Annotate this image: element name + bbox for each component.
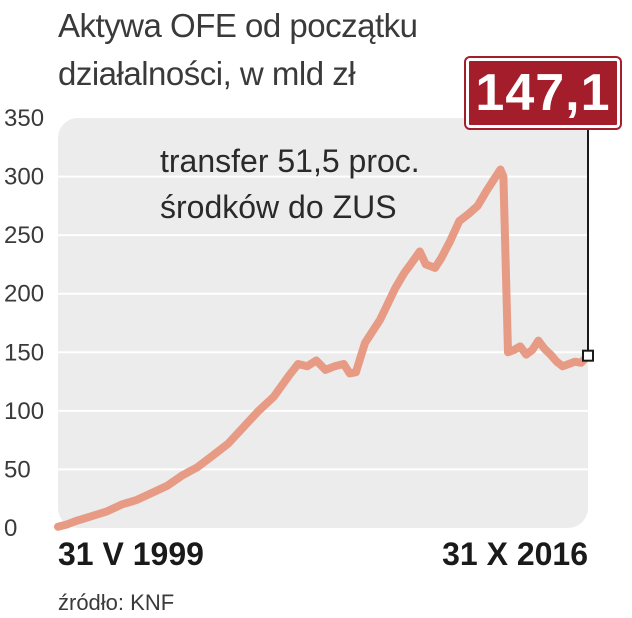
y-tick-label: 0 xyxy=(4,515,17,542)
x-start-label: 31 V 1999 xyxy=(58,536,204,572)
end-point-marker xyxy=(582,349,594,362)
chart-title: Aktywa OFE od początku działalności, w m… xyxy=(58,2,458,98)
source-note: źródło: KNF xyxy=(58,590,175,615)
y-axis-ticks: 0 50 100 150 200 250 300 350 xyxy=(4,105,44,542)
y-tick-label: 200 xyxy=(4,281,44,308)
y-tick-label: 300 xyxy=(4,164,44,191)
last-value-badge: 147,1 xyxy=(466,58,620,128)
y-tick-label: 100 xyxy=(4,398,44,425)
y-tick-label: 50 xyxy=(4,456,31,483)
y-tick-label: 350 xyxy=(4,105,44,132)
chart-title-line-2: działalności, w mld zł xyxy=(58,55,356,92)
x-end-label: 31 X 2016 xyxy=(442,536,588,572)
annotation-line-1: transfer 51,5 proc. xyxy=(160,143,420,179)
y-tick-label: 250 xyxy=(4,222,44,249)
y-tick-label: 150 xyxy=(4,339,44,366)
series-line xyxy=(54,165,592,531)
annotation-line-2: środków do ZUS xyxy=(160,189,397,225)
chart-title-line-1: Aktywa OFE od początku xyxy=(58,7,418,44)
